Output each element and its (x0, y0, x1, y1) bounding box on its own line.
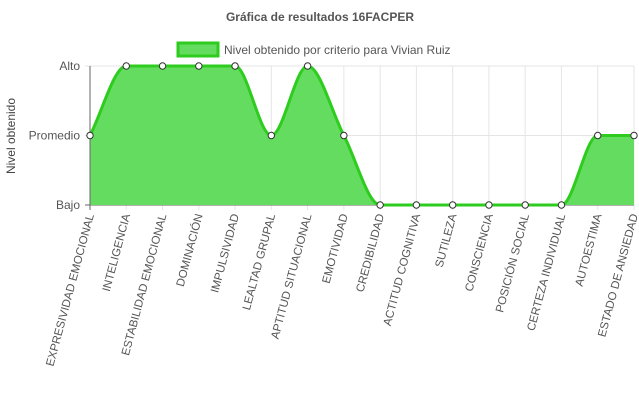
x-tick-labels: EXPRESIVIDAD EMOCIONAL INTELIGENCIAESTABI… (45, 212, 639, 368)
x-tick-label: AUTOESTIMA (574, 212, 605, 287)
y-tick-labels: Bajo Promedio Alto (29, 59, 81, 212)
data-point[interactable] (340, 131, 348, 140)
x-tick-label: CREDIBILIDAD (355, 213, 387, 294)
y-axis-title: Nivel obtenido (4, 98, 18, 174)
data-point[interactable] (122, 62, 130, 70)
data-points (86, 62, 638, 209)
x-tick-label: ACTITUD COGNITIVA (382, 212, 424, 327)
x-tick-label: APTITUD SITUACIONAL (269, 212, 314, 340)
data-point[interactable] (158, 62, 167, 70)
legend[interactable]: Nivel obtenido por criterio para Vivian … (176, 41, 451, 58)
series-area-fill (90, 66, 634, 205)
data-point[interactable] (303, 62, 312, 70)
x-tick-label: EXPRESIVIDAD EMOCIONAL (45, 212, 97, 368)
data-point[interactable] (86, 131, 94, 140)
y-tick-label: Bajo (56, 198, 80, 212)
chart-title: Gráfica de resultados 16FACPER (226, 10, 414, 24)
x-tick-label: ESTADO DE ANSIEDAD (596, 213, 639, 339)
x-tick-label: INTELIGENCIA (101, 212, 133, 293)
data-point[interactable] (231, 62, 239, 70)
data-point[interactable] (594, 131, 602, 140)
data-point[interactable] (557, 201, 566, 209)
data-point[interactable] (267, 131, 276, 140)
data-point[interactable] (485, 201, 493, 209)
legend-label: Nivel obtenido por criterio para Vivian … (224, 43, 451, 57)
x-tick-label: POSICIÓN SOCIAL (493, 212, 532, 314)
x-tick-label: IMPULSIVIDAD (209, 213, 242, 295)
area-series (88, 64, 634, 207)
x-tick-label: EMOTIVIDAD (321, 213, 351, 285)
x-tick-label: SUTILEZA (434, 212, 460, 269)
data-point[interactable] (521, 201, 529, 209)
y-tick-label: Promedio (29, 129, 81, 143)
data-point[interactable] (630, 131, 638, 140)
y-tick-label: Alto (59, 59, 80, 73)
x-tick-label: CONSCIENCIA (464, 212, 496, 293)
data-point[interactable] (376, 201, 384, 209)
x-tick-label: DOMINACIÓN (174, 212, 206, 288)
data-point[interactable] (412, 201, 421, 209)
series-line (88, 64, 634, 207)
x-tick-label: CERTEZA INDIVIDUAL (526, 212, 569, 332)
x-tick-label: LEALTAD GRUPAL (241, 212, 278, 311)
data-point[interactable] (195, 62, 203, 70)
legend-swatch (176, 41, 220, 58)
data-point[interactable] (448, 201, 457, 209)
